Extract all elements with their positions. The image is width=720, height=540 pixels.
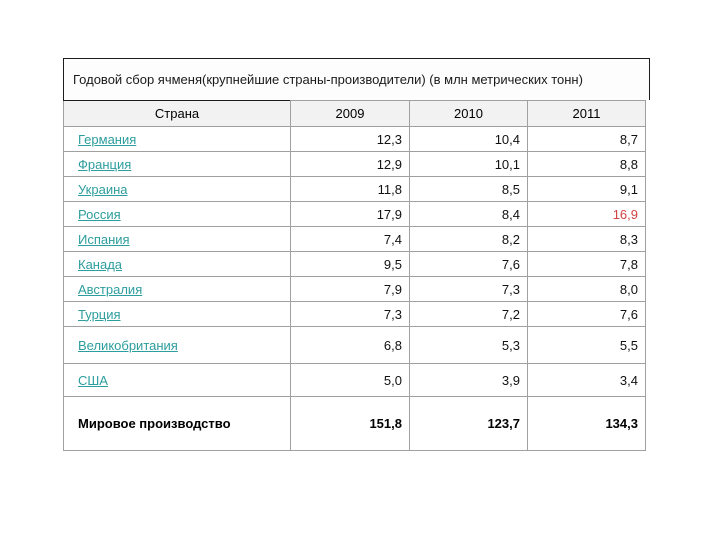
value-cell: 151,8 (290, 396, 410, 451)
country-link[interactable]: США (78, 372, 108, 388)
value-cell: 7,6 (527, 301, 646, 327)
country-link[interactable]: Великобритания (78, 337, 178, 353)
country-link[interactable]: Россия (78, 206, 121, 222)
value-cell: 7,4 (290, 226, 410, 252)
value-cell: 8,5 (409, 176, 528, 202)
value-cell: 123,7 (409, 396, 528, 451)
table-row: Турция 7,3 7,2 7,6 (63, 301, 646, 327)
table-row: Украина 11,8 8,5 9,1 (63, 176, 646, 202)
value-cell: 8,4 (409, 201, 528, 227)
value-cell: 7,2 (409, 301, 528, 327)
table-row: Россия 17,9 8,4 16,9 (63, 201, 646, 227)
table-row: Канада 9,5 7,6 7,8 (63, 251, 646, 277)
value-cell: 5,5 (527, 326, 646, 364)
value-cell: 9,5 (290, 251, 410, 277)
value-cell: 17,9 (290, 201, 410, 227)
country-cell: Франция (63, 151, 291, 177)
country-link[interactable]: Канада (78, 256, 123, 272)
column-header-2010: 2010 (409, 100, 528, 127)
total-label: Мировое производство (78, 416, 231, 431)
country-cell: Россия (63, 201, 291, 227)
value-cell: 8,2 (409, 226, 528, 252)
country-cell: Канада (63, 251, 291, 277)
value-cell: 8,0 (527, 276, 646, 302)
country-link[interactable]: Германия (78, 131, 137, 147)
header-row: Страна 2009 2010 2011 (63, 100, 646, 127)
country-cell: Германия (63, 126, 291, 152)
value-cell: 7,8 (527, 251, 646, 277)
country-link[interactable]: Австралия (78, 281, 143, 297)
value-cell: 3,9 (409, 363, 528, 397)
value-cell: 7,9 (290, 276, 410, 302)
country-cell: США (63, 363, 291, 397)
table-title-box: Годовой сбор ячменя(крупнейшие страны-пр… (63, 58, 650, 100)
value-cell: 7,3 (290, 301, 410, 327)
column-header-country: Страна (63, 100, 291, 127)
value-cell: 12,9 (290, 151, 410, 177)
country-cell: Испания (63, 226, 291, 252)
value-cell: 9,1 (527, 176, 646, 202)
table-row: Германия 12,3 10,4 8,7 (63, 126, 646, 152)
value-cell: 7,6 (409, 251, 528, 277)
country-cell: Украина (63, 176, 291, 202)
table-row: Австралия 7,9 7,3 8,0 (63, 276, 646, 302)
value-cell: 16,9 (527, 201, 646, 227)
country-cell: Австралия (63, 276, 291, 302)
value-cell: 10,4 (409, 126, 528, 152)
value-cell: 7,3 (409, 276, 528, 302)
country-link[interactable]: Турция (78, 306, 121, 322)
value-cell: 10,1 (409, 151, 528, 177)
value-cell: 11,8 (290, 176, 410, 202)
value-cell: 8,7 (527, 126, 646, 152)
value-cell: 8,8 (527, 151, 646, 177)
table-row: Великобритания 6,8 5,3 5,5 (63, 326, 646, 364)
table-row: Испания 7,4 8,2 8,3 (63, 226, 646, 252)
total-row: Мировое производство 151,8 123,7 134,3 (63, 396, 646, 451)
value-cell: 5,3 (409, 326, 528, 364)
barley-production-table: Страна 2009 2010 2011 Германия 12,3 10,4 8,… (63, 100, 646, 451)
country-cell: Турция (63, 301, 291, 327)
column-header-2009: 2009 (290, 100, 410, 127)
country-cell: Великобритания (63, 326, 291, 364)
table-row: США 5,0 3,9 3,4 (63, 363, 646, 397)
country-link[interactable]: Франция (78, 156, 132, 172)
table-title: Годовой сбор ячменя(крупнейшие страны-пр… (73, 72, 583, 87)
value-cell: 8,3 (527, 226, 646, 252)
country-link[interactable]: Испания (78, 231, 130, 247)
table-row: Франция 12,9 10,1 8,8 (63, 151, 646, 177)
value-cell: 12,3 (290, 126, 410, 152)
value-cell: 134,3 (527, 396, 646, 451)
value-cell: 5,0 (290, 363, 410, 397)
country-cell: Мировое производство (63, 396, 291, 451)
value-cell: 6,8 (290, 326, 410, 364)
column-header-2011: 2011 (527, 100, 646, 127)
country-link[interactable]: Украина (78, 181, 128, 197)
value-cell: 3,4 (527, 363, 646, 397)
